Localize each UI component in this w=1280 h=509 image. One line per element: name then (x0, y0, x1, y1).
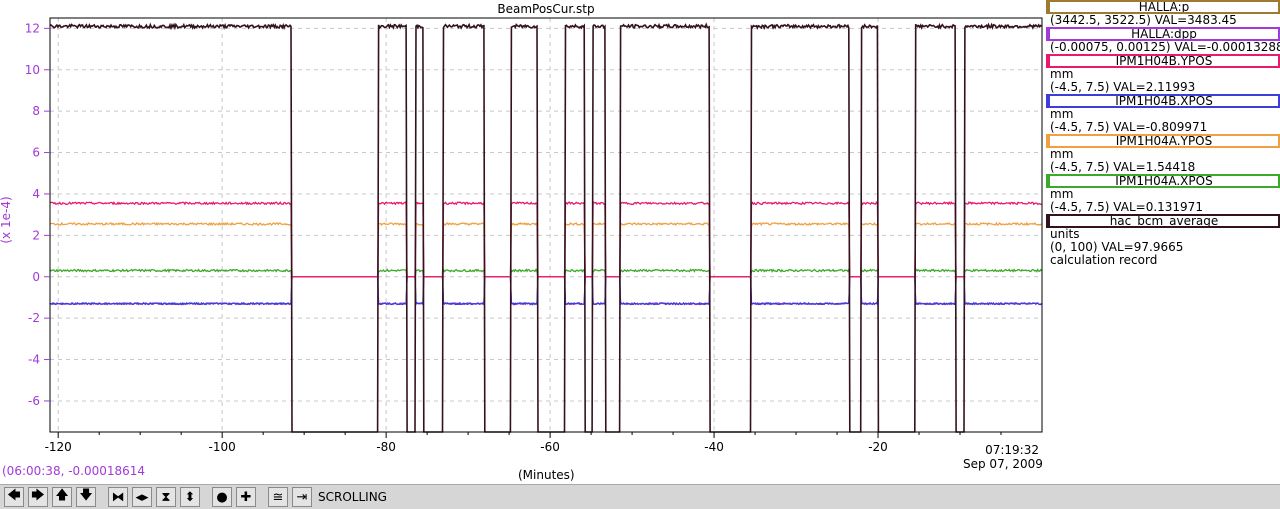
scroll-right-button[interactable]: 🡆 (28, 487, 48, 507)
legend-entry[interactable]: IPM1H04A.XPOS mm (-4.5, 7.5) VAL=0.131971 (1046, 174, 1280, 214)
plot-area (50, 18, 1042, 432)
legend: HALLA:p (3442.5, 3522.5) VAL=3483.45 HALLA… (1046, 0, 1280, 267)
legend-detail: mm (1050, 67, 1074, 81)
y-axis: 12 10 8 6 4 2 0 -2 -4 -6 (25, 21, 50, 408)
y-tick-label: 0 (32, 270, 40, 284)
legend-entry[interactable]: hac_bcm_average units (0, 100) VAL=97.9665… (1046, 214, 1280, 267)
legend-swatch-label: IPM1H04B.YPOS (1046, 54, 1280, 68)
legend-detail: mm (1050, 107, 1074, 121)
autoscale-icon: ≅ (272, 489, 284, 505)
legend-entry[interactable]: IPM1H04A.YPOS mm (-4.5, 7.5) VAL=1.54418 (1046, 134, 1280, 174)
chart-title: BeamPosCur.stp (497, 2, 594, 16)
legend-swatch-label: hac_bcm_average (1046, 214, 1280, 228)
legend-swatch-label: HALLA:p (1046, 0, 1280, 14)
legend-swatch-label: HALLA:dpp (1046, 27, 1280, 41)
legend-detail: (-4.5, 7.5) VAL=0.131971 (1050, 200, 1203, 214)
legend-detail: calculation record (1050, 253, 1158, 267)
scroll-down-button[interactable]: 🡇 (76, 487, 96, 507)
scroll-right-icon: 🡆 (31, 488, 45, 503)
legend-entry[interactable]: IPM1H04B.YPOS mm (-4.5, 7.5) VAL=2.11993 (1046, 54, 1280, 94)
legend-detail: (-4.5, 7.5) VAL=-0.809971 (1050, 120, 1208, 134)
legend-swatch-label: IPM1H04B.XPOS (1046, 94, 1280, 108)
x-tick-label: -20 (868, 440, 888, 454)
x-axis-end-date: Sep 07, 2009 (963, 457, 1043, 471)
legend-detail: (-4.5, 7.5) VAL=2.11993 (1050, 80, 1196, 94)
y-tick-label: 8 (32, 104, 40, 118)
x-axis: -120 -100 -80 -60 -40 -20 (45, 432, 1002, 454)
stop-button[interactable]: ● (212, 487, 232, 507)
legend-detail: mm (1050, 187, 1074, 201)
legend-swatch-label: IPM1H04A.YPOS (1046, 134, 1280, 148)
x-tick-label: -60 (540, 440, 560, 454)
scroll-left-button[interactable]: 🡄 (4, 487, 24, 507)
series-layer (49, 22, 1043, 433)
zoom-in-y-button[interactable]: ⧗ (156, 487, 176, 507)
scroll-left-icon: 🡄 (7, 488, 21, 503)
x-tick-label: -120 (45, 440, 72, 454)
y-tick-label: 2 (32, 228, 40, 242)
x-tick-label: -40 (704, 440, 724, 454)
scroll-mode-icon: ⇥ (296, 489, 308, 505)
legend-detail: mm (1050, 147, 1074, 161)
y-tick-label: -4 (28, 353, 40, 367)
y-tick-label: 12 (25, 21, 40, 35)
scroll-mode-button[interactable]: ⇥ (292, 487, 312, 507)
y-tick-label: 6 (32, 146, 40, 160)
y-tick-label: 10 (25, 63, 40, 77)
scroll-up-button[interactable]: 🡅 (52, 487, 72, 507)
add-button[interactable]: ✚ (236, 487, 256, 507)
zoom-out-x-button[interactable]: ◂▸ (132, 487, 152, 507)
x-axis-label: (Minutes) (518, 468, 575, 482)
y-axis-label: (x 1e-4) (0, 196, 13, 243)
zoom-out-y-icon: ⬍ (184, 489, 196, 505)
scroll-up-icon: 🡅 (55, 488, 69, 503)
legend-detail: (-0.00075, 0.00125) VAL=-0.00013288 (1050, 40, 1280, 54)
zoom-in-x-icon: ⧓ (111, 489, 125, 505)
series-line-IPM1H04B.YPOS (49, 199, 1042, 278)
legend-detail: (-4.5, 7.5) VAL=1.54418 (1050, 160, 1196, 174)
plot-frame (49, 17, 1043, 433)
zoom-in-x-button[interactable]: ⧓ (108, 487, 128, 507)
zoom-in-y-icon: ⧗ (161, 489, 171, 505)
y-tick-label: -2 (28, 311, 40, 325)
stop-icon: ● (216, 489, 228, 505)
cursor-readout: (06:00:38, -0.00018614 (2, 464, 146, 478)
x-tick-label: -80 (376, 440, 396, 454)
scroll-down-icon: 🡇 (79, 488, 93, 503)
zoom-out-x-icon: ◂▸ (135, 489, 149, 505)
y-tick-label: -6 (28, 394, 40, 408)
legend-entry[interactable]: HALLA:p (3442.5, 3522.5) VAL=3483.45 (1046, 0, 1280, 27)
legend-entry[interactable]: IPM1H04B.XPOS mm (-4.5, 7.5) VAL=-0.809971 (1046, 94, 1280, 134)
zoom-out-y-button[interactable]: ⬍ (180, 487, 200, 507)
legend-swatch-label: IPM1H04A.XPOS (1046, 174, 1280, 188)
y-tick-label: 4 (32, 187, 40, 201)
legend-detail: (3442.5, 3522.5) VAL=3483.45 (1050, 13, 1237, 27)
add-icon: ✚ (240, 489, 252, 505)
x-tick-label: -100 (209, 440, 236, 454)
scroll-mode-label: SCROLLING (318, 490, 387, 504)
autoscale-button[interactable]: ≅ (268, 487, 288, 507)
legend-detail: units (1050, 227, 1080, 241)
legend-detail: (0, 100) VAL=97.9665 (1050, 240, 1184, 254)
legend-entry[interactable]: HALLA:dpp (-0.00075, 0.00125) VAL=-0.0001… (1046, 27, 1280, 54)
x-axis-end-time: 07:19:32 (985, 443, 1039, 457)
strip-chart[interactable]: 12 10 8 6 4 2 0 -2 -4 -6 -120 -100 -80 -60 -40 -20 Bea… (0, 0, 1045, 484)
toolbar: 🡄 🡆 🡅 🡇 ⧓ ◂▸ ⧗ ⬍ ● ✚ ≅ ⇥ SCROLLING (0, 484, 1280, 509)
